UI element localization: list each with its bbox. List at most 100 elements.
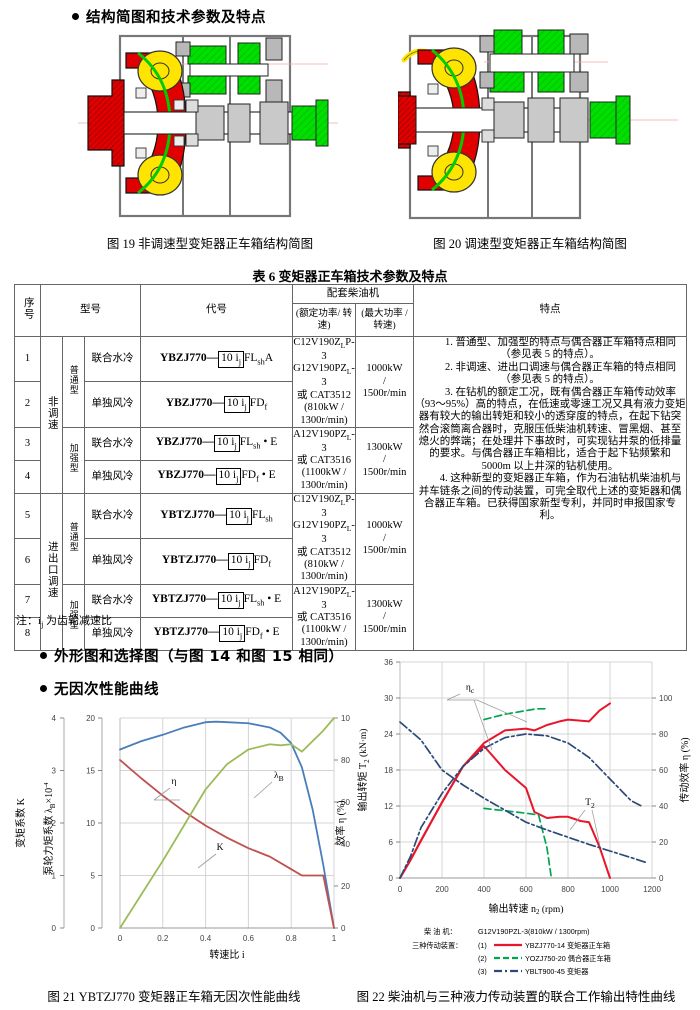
cell-no: 2 bbox=[14, 381, 41, 428]
svg-text:60: 60 bbox=[341, 798, 350, 807]
cell-type-jiaqiang: 加强型 bbox=[62, 426, 85, 494]
section-bullet-structure: 结构简图和技术参数及特点 bbox=[72, 6, 266, 27]
cell-engine-a: C12V190ZLP-3 G12V190PZL-3 或 CAT3512 (810k… bbox=[292, 492, 357, 585]
cell-cooling: 联合水冷 bbox=[83, 492, 142, 540]
cell-cooling: 联合水冷 bbox=[83, 335, 142, 383]
cell-cooling: 单独风冷 bbox=[83, 616, 142, 651]
figure-caption-22: 图 22 柴油机与三种液力传动装置的联合工作输出特性曲线 bbox=[356, 990, 676, 1004]
table-header-row: 序号 型号 代号 配套柴油机 特点 bbox=[14, 284, 688, 337]
cell-code: YBTZJ770— 10 ij FDf bbox=[140, 538, 294, 585]
svg-text:40: 40 bbox=[341, 840, 350, 849]
svg-text:0: 0 bbox=[659, 874, 664, 883]
svg-text:80: 80 bbox=[341, 756, 350, 765]
table-row: 7 加强型 联合水冷 YBTZJ770— 10 ij FLsh • E A12V19… bbox=[14, 583, 687, 651]
table-6: 序号 型号 代号 配套柴油机 特点 (额定功率/ 转速) (最大功率 / 转速)… bbox=[14, 284, 688, 651]
svg-text:5: 5 bbox=[91, 872, 96, 881]
svg-text:36: 36 bbox=[384, 658, 393, 667]
svg-text:800: 800 bbox=[561, 885, 575, 894]
cell-no: 8 bbox=[14, 616, 41, 651]
cell-cooling: 单独风冷 bbox=[83, 381, 142, 428]
cell-group-feitiao: 非调速 bbox=[40, 336, 63, 494]
cell-code: YBZJ770— 10 ij FDf • E bbox=[140, 459, 294, 494]
svg-text:15: 15 bbox=[86, 767, 95, 776]
header-code: 代号 bbox=[140, 284, 294, 337]
svg-text:(1): (1) bbox=[478, 941, 487, 950]
section-bullet-structure-label: 结构简图和技术参数及特点 bbox=[86, 10, 266, 26]
table-row: 4 单独风冷 YBZJ770— 10 ij FDf • E bbox=[14, 459, 687, 494]
cell-features: 1. 普通型、加强型的特点与偶合器正车箱特点相同（参见表 5 的特点）。 2. … bbox=[413, 336, 688, 651]
svg-text:600: 600 bbox=[519, 885, 533, 894]
svg-text:100: 100 bbox=[659, 694, 673, 703]
table-row: 6 单独风冷 YBTZJ770— 10 ij FDf bbox=[14, 538, 687, 585]
cell-cooling: 单独风冷 bbox=[83, 538, 142, 585]
svg-text:K: K bbox=[217, 843, 224, 853]
svg-text:3: 3 bbox=[52, 767, 57, 776]
svg-text:(2): (2) bbox=[478, 954, 487, 963]
svg-text:ηc: ηc bbox=[466, 683, 475, 695]
diagram-fig20 bbox=[398, 28, 678, 228]
svg-text:G12V190PZL-3(810kW / 1300rpm: G12V190PZL-3(810kW / 1300rpm) bbox=[478, 927, 589, 936]
svg-text:20: 20 bbox=[659, 838, 668, 847]
section-bullet-outline: 外形图和选择图（与图 14 和图 15 相同） bbox=[40, 645, 344, 666]
svg-text:0: 0 bbox=[398, 885, 403, 894]
cell-engine-max-a: 1000kW/1500r/min bbox=[355, 336, 415, 428]
svg-text:80: 80 bbox=[659, 730, 668, 739]
cell-code: YBTZJ770— 10 ij FDf • E bbox=[140, 616, 294, 651]
figure-caption-21: 图 21 YBTZJ770 变矩器正车箱无因次性能曲线 bbox=[47, 990, 301, 1004]
cell-engine-max-a: 1000kW/1500r/min bbox=[355, 492, 415, 585]
svg-text:1: 1 bbox=[332, 934, 337, 943]
svg-text:60: 60 bbox=[659, 766, 668, 775]
table-row: 2 单独风冷 YBZJ770— 10 ij FDf bbox=[14, 381, 687, 428]
svg-text:YBZJ770-14 变矩器正车箱: YBZJ770-14 变矩器正车箱 bbox=[525, 941, 610, 950]
svg-text:(3): (3) bbox=[478, 967, 487, 975]
svg-text:1000: 1000 bbox=[601, 885, 619, 894]
svg-text:0: 0 bbox=[341, 924, 346, 933]
svg-text:柴 油 机：: 柴 油 机： bbox=[424, 927, 457, 936]
bullet-dot-icon bbox=[40, 685, 47, 692]
svg-text:0.6: 0.6 bbox=[243, 934, 255, 943]
cell-engine-b: A12V190PZL-3 或 CAT3516 (1100kW /1300r/min… bbox=[292, 583, 357, 651]
bullet-dot-icon bbox=[72, 13, 79, 20]
svg-text:30: 30 bbox=[384, 694, 393, 703]
svg-text:YBLT900-45 变矩器: YBLT900-45 变矩器 bbox=[525, 967, 588, 975]
svg-text:0: 0 bbox=[118, 934, 123, 943]
figure-caption-19: 图 19 非调速型变矩器正车箱结构简图 bbox=[106, 237, 314, 251]
feature-2: 2. 非调速、进出口调速与偶合器正车箱的特点相同（参见表 5 的特点）。 bbox=[445, 361, 677, 386]
cell-no: 5 bbox=[14, 492, 41, 540]
table-title: 表 6 变矩器正车箱技术参数及特点 bbox=[252, 269, 448, 284]
svg-text:400: 400 bbox=[477, 885, 491, 894]
svg-text:0.2: 0.2 bbox=[157, 934, 169, 943]
cell-engine-b: A12V190PZL-3 或 CAT3516 (1100kW /1300r/min… bbox=[292, 426, 357, 494]
svg-text:变矩系数 K: 变矩系数 K bbox=[14, 797, 27, 847]
header-features: 特点 bbox=[413, 284, 688, 337]
cell-no: 7 bbox=[14, 583, 41, 618]
svg-text:0: 0 bbox=[52, 924, 57, 933]
figure-caption-20: 图 20 调速型变矩器正车箱结构简图 bbox=[433, 237, 627, 251]
svg-text:18: 18 bbox=[384, 766, 393, 775]
cell-code: YBZJ770— 10 ij FLshA bbox=[140, 335, 294, 383]
svg-text:输出转速 n2 (rpm): 输出转速 n2 (rpm) bbox=[488, 902, 563, 916]
header-engine-rated: (额定功率/ 转速) bbox=[292, 303, 357, 337]
svg-text:2: 2 bbox=[52, 819, 57, 828]
feature-3: 3. 在钻机的额定工况，既有偶合器正车箱传动效率（93～95%）高的特点，在低速… bbox=[414, 386, 686, 472]
header-engine-max: (最大功率 / 转速) bbox=[355, 303, 415, 337]
cell-engine-a: C12V190ZLP-3 G12V190PZL-3 或 CAT3512 (810k… bbox=[292, 336, 357, 428]
header-no: 序号 bbox=[14, 284, 41, 337]
cell-cooling: 单独风冷 bbox=[83, 459, 142, 494]
cell-code: YBZJ770— 10 ij FDf bbox=[140, 381, 294, 428]
svg-text:40: 40 bbox=[659, 802, 668, 811]
cell-engine-max-b: 1300kW/1500r/min bbox=[355, 583, 415, 651]
svg-text:1: 1 bbox=[52, 872, 57, 881]
cell-cooling: 联合水冷 bbox=[83, 426, 142, 461]
svg-text:传动效率 η (%): 传动效率 η (%) bbox=[678, 737, 691, 802]
feature-4: 4. 这种新型的变矩器正车箱，作为石油钻机柴油机与并车链条之间的传动装置，可完全… bbox=[418, 473, 682, 522]
cell-engine-max-b: 1300kW/1500r/min bbox=[355, 426, 415, 494]
svg-text:λB: λB bbox=[274, 771, 284, 783]
svg-text:转速比 i: 转速比 i bbox=[209, 948, 244, 961]
svg-text:效率 η (%): 效率 η (%) bbox=[334, 800, 347, 845]
diagram-fig19 bbox=[78, 28, 338, 228]
cell-no: 6 bbox=[14, 538, 41, 585]
svg-text:1200: 1200 bbox=[643, 885, 661, 894]
svg-text:YOZJ750-20 偶合器正车箱: YOZJ750-20 偶合器正车箱 bbox=[525, 954, 611, 963]
